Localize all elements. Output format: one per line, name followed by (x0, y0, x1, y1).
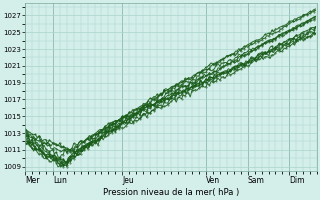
X-axis label: Pression niveau de la mer( hPa ): Pression niveau de la mer( hPa ) (103, 188, 239, 197)
